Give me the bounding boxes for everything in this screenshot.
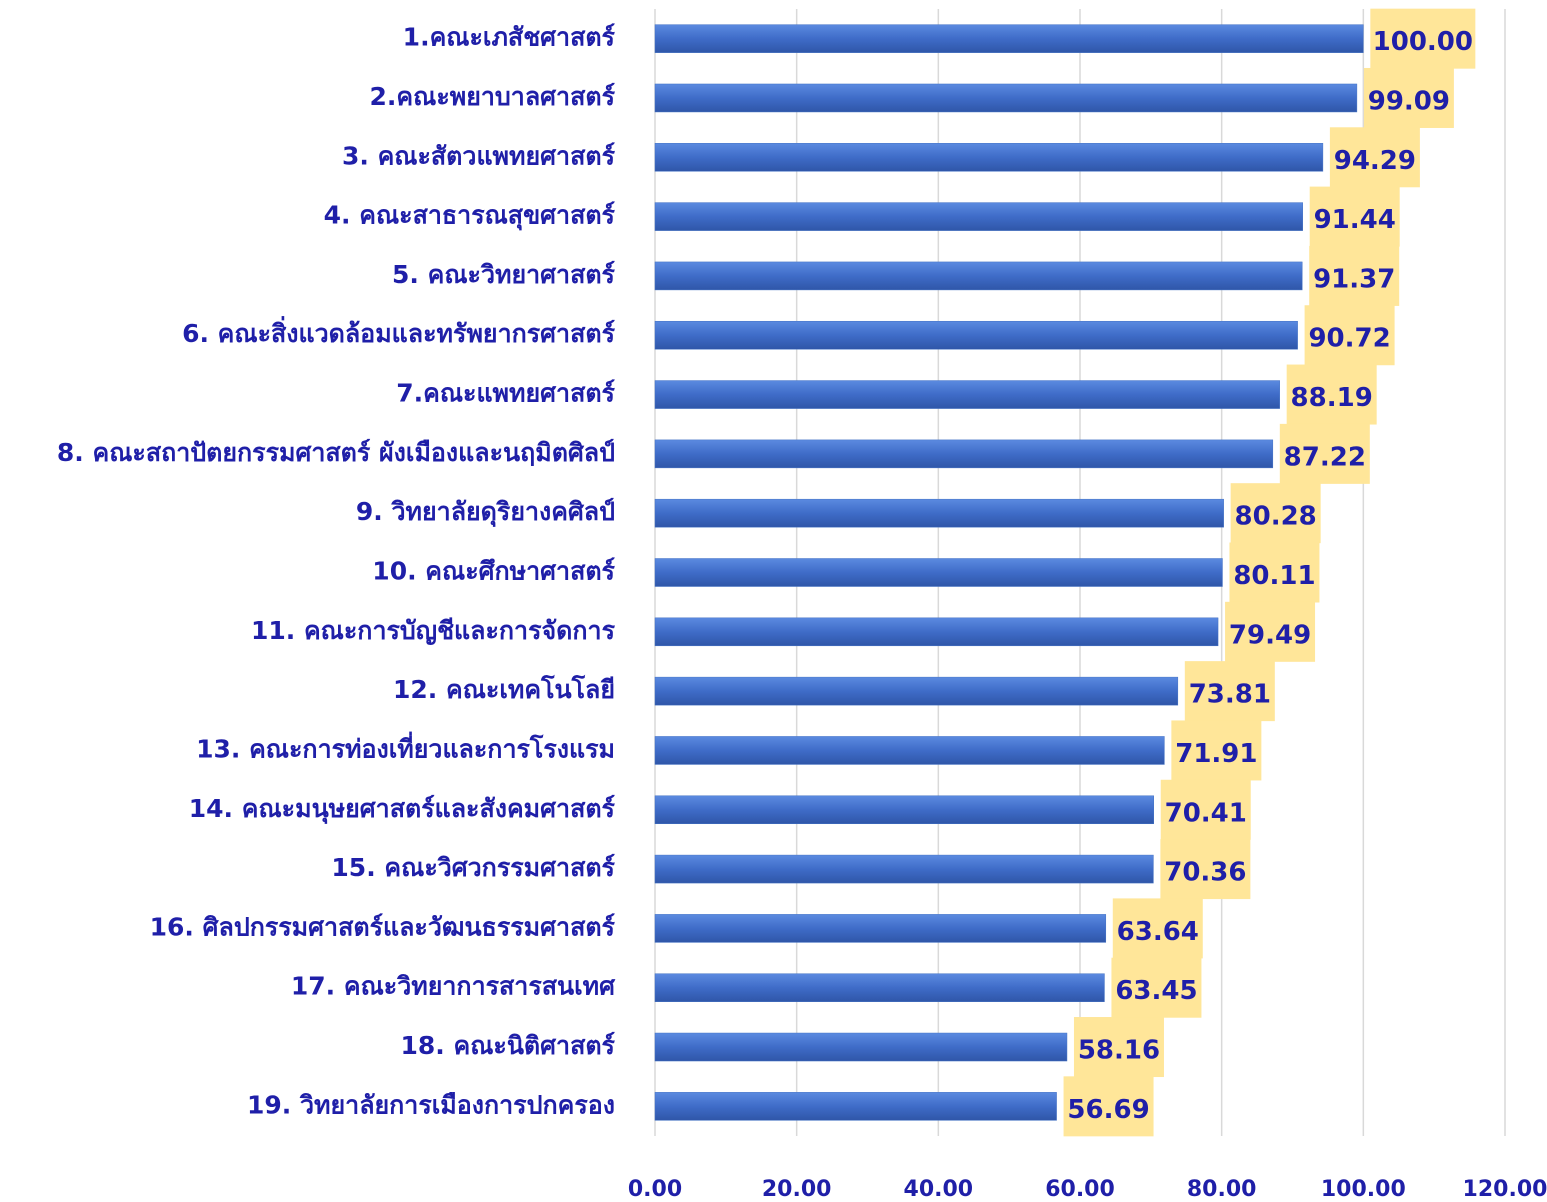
data-label-box [1309,186,1400,247]
data-label: 87.22 [1284,442,1366,472]
x-tick-label: 100.00 [1321,1177,1406,1202]
x-tick-label: 120.00 [1463,1177,1547,1202]
y-tick-label: 19. วิทยาลัยการเมืองการปกครอง [247,1090,615,1119]
data-label: 70.41 [1165,798,1247,828]
data-label: 63.64 [1117,917,1199,947]
y-tick-label: 15. คณะวิศวกรรมศาสตร์ [331,853,615,882]
y-tick-label: 14. คณะมนุษยศาสตร์และสังคมศาสตร์ [189,794,616,825]
x-tick-label: 0.00 [628,1177,682,1202]
y-tick-label: 11. คณะการบัญชีและการจัดการ [251,616,616,645]
bar [654,736,1165,765]
data-label-box [1363,67,1454,128]
data-label: 63.45 [1115,976,1197,1006]
bar [654,617,1219,647]
data-label-box [1184,661,1275,722]
data-label-box [1111,957,1202,1018]
y-tick-label: 4. คณะสาธารณสุขศาสตร์ [324,201,616,232]
bar [654,1032,1068,1062]
data-label-box [1279,423,1370,484]
bar [654,498,1224,528]
y-tick-label: 9. วิทยาลัยดุริยางคศิลป์ [356,497,615,528]
bar [654,914,1107,943]
bar [654,320,1298,350]
bar [654,439,1274,469]
data-label: 73.81 [1189,680,1271,710]
data-label: 58.16 [1078,1036,1160,1066]
bar [654,202,1303,231]
data-label: 94.29 [1334,146,1416,176]
data-label-box [1171,720,1262,781]
data-label: 71.91 [1175,739,1257,769]
y-tick-label: 2.คณะพยาบาลศาสตร์ [370,82,616,111]
y-tick-label: 12. คณะเทคโนโลยี [393,674,615,704]
x-tick-label: 60.00 [1045,1177,1115,1202]
data-label-box [1229,542,1320,603]
data-label-box [1329,127,1420,188]
y-tick-label: 6. คณะสิ่งแวดล้อมและทรัพยากรศาสตร์ [182,316,616,348]
bar [654,143,1324,172]
data-label: 56.69 [1067,1095,1149,1125]
data-label: 88.19 [1291,383,1373,413]
y-tick-label: 17. คณะวิทยาการสารสนเทศ [291,972,616,1001]
data-label: 91.44 [1314,205,1396,235]
data-label-box [1112,898,1203,959]
data-label: 100.00 [1373,27,1473,57]
y-tick-label: 18. คณะนิติศาสตร์ [401,1031,616,1060]
bar [654,261,1303,291]
bar [654,676,1179,706]
data-label: 99.09 [1368,86,1450,116]
bar [654,380,1280,409]
bar [654,973,1105,1002]
bar [654,795,1154,825]
bar [654,24,1364,53]
data-label-box [1160,779,1251,840]
bar [654,854,1154,884]
data-label-box [1230,483,1321,544]
y-tick-label: 16. ศิลปกรรมศาสตร์และวัฒนธรรมศาสตร์ [150,912,616,941]
data-label: 70.36 [1164,858,1246,888]
data-label-box [1309,245,1400,306]
bar [654,83,1358,113]
bar [654,1092,1057,1121]
data-label-box [1225,601,1316,662]
x-tick-label: 20.00 [762,1177,832,1202]
data-label-box [1063,1076,1154,1137]
data-label: 80.11 [1233,561,1315,591]
x-tick-label: 40.00 [904,1177,974,1202]
y-tick-label: 7.คณะแพทยศาสตร์ [396,379,615,408]
data-label-box [1286,364,1377,425]
y-tick-label: 3. คณะสัตวแพทยศาสตร์ [342,141,616,170]
data-label: 79.49 [1229,620,1311,650]
data-label: 91.37 [1313,264,1395,294]
data-label-box [1160,839,1251,900]
data-label-box [1304,305,1395,366]
y-tick-label: 5. คณะวิทยาศาสตร์ [392,260,616,289]
y-tick-label: 8. คณะสถาปัตยกรรมศาสตร์ ผังเมืองและนฤมิต… [57,438,615,467]
y-tick-label: 1.คณะเภสัชศาสตร์ [403,23,616,52]
bar [654,558,1223,587]
y-tick-label: 10. คณะศึกษาศาสตร์ [372,557,615,586]
data-label: 80.28 [1235,502,1317,532]
data-label: 90.72 [1308,324,1390,354]
data-label-box [1370,8,1476,69]
x-tick-label: 80.00 [1187,1177,1257,1202]
y-tick-label: 13. คณะการท่องเที่ยวและการโรงแรม [196,731,615,763]
data-label-box [1073,1017,1164,1078]
